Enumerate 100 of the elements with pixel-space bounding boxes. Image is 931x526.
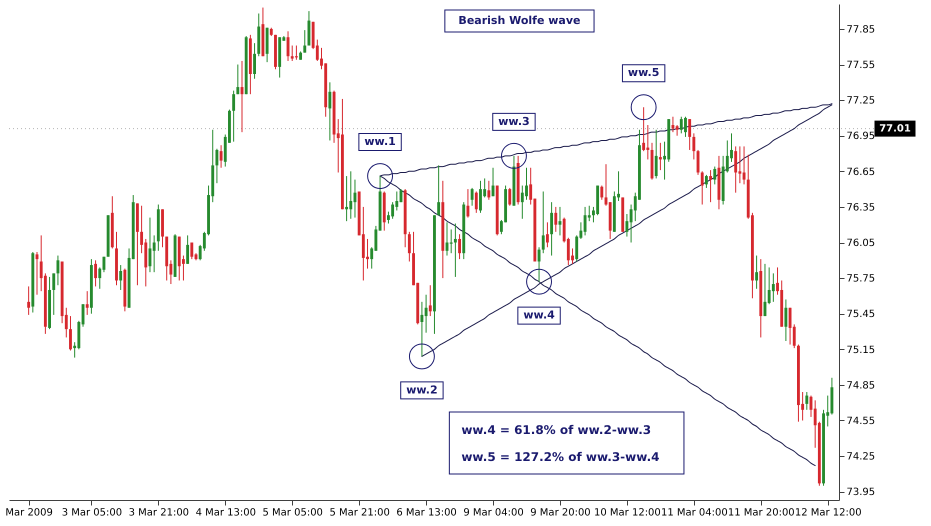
candlestick (520, 185, 524, 220)
candlestick (236, 64, 240, 95)
candlestick (704, 174, 708, 188)
candlestick (446, 222, 448, 256)
candlestick (734, 146, 738, 194)
candlestick (152, 234, 156, 273)
candlestick (220, 144, 223, 168)
y-tick-label: 76.95 (846, 131, 876, 142)
y-tick-label: 75.15 (846, 344, 876, 356)
candlestick (692, 132, 696, 160)
x-tick-label: 3 Mar 05:00 (62, 508, 122, 518)
candlestick (784, 298, 788, 342)
y-tick-label: 75.45 (846, 309, 876, 320)
candlestick (454, 223, 457, 278)
candlestick (646, 124, 650, 160)
data-label: ww.3 (498, 114, 530, 128)
candlestick (294, 45, 298, 60)
x-tick-label: 11 Mar 04:00 (660, 508, 728, 518)
x-tick-label: 5 Mar 05:00 (262, 508, 323, 518)
candlestick (492, 167, 494, 197)
x-tick-label: 9 Mar 20:00 (530, 508, 591, 518)
candlestick (420, 301, 424, 357)
y-tick-label: 74.55 (846, 416, 876, 427)
candlestick (676, 124, 679, 136)
candlestick (345, 176, 348, 222)
x-tick-label: 3 Mar 21:00 (128, 508, 190, 518)
candlestick (558, 206, 562, 236)
candlestick (525, 167, 528, 200)
candlestick (764, 263, 766, 317)
x-tick-label: 11 Mar 20:00 (728, 508, 795, 518)
candlestick (487, 180, 490, 200)
candlestick (584, 206, 587, 236)
y-tick-label: 77.25 (846, 96, 876, 107)
candlestick (688, 118, 692, 150)
point (367, 163, 394, 189)
candlestick (354, 179, 356, 218)
data-label: ww.1 (364, 135, 396, 148)
candlestick (538, 246, 540, 282)
candlestick (400, 188, 402, 203)
x-tick-label: 9 Mar 04:00 (463, 508, 524, 518)
x-tick-label: 4 Mar 13:00 (196, 508, 256, 518)
data-label: ww.4 (523, 308, 556, 322)
candlestick (788, 307, 792, 346)
candlestick (458, 234, 461, 260)
y-tick-label: 74.25 (846, 452, 876, 463)
point (526, 268, 552, 295)
candlestick (366, 238, 369, 270)
candlestick (772, 272, 775, 302)
candlestick (696, 149, 700, 176)
data-label: ww.2 (406, 383, 438, 396)
candlestick (437, 164, 440, 216)
candlestick (286, 30, 290, 62)
candlestick (86, 290, 89, 316)
candlestick (546, 222, 549, 248)
candlestick (27, 286, 30, 316)
candlestick (148, 217, 152, 273)
annotation: ww.4 = 61.8% of ww.2-ww.3 (461, 423, 652, 437)
candlestick (550, 202, 554, 256)
candlestick (408, 231, 411, 262)
candlestick (240, 60, 244, 133)
candlestick (742, 146, 746, 185)
x-tick-label: 6 Mar 13:00 (396, 508, 457, 518)
candlestick (253, 42, 256, 80)
text: Bearish Wolfe wave (458, 14, 580, 27)
candlestick (642, 106, 646, 152)
candlestick (391, 202, 394, 220)
y-tick-label: 76.35 (846, 202, 876, 214)
candlestick (479, 180, 482, 214)
x-tick-label: 5 Mar 21:00 (329, 508, 390, 518)
y-tick-label: 76.65 (846, 166, 876, 178)
candlestick (232, 90, 236, 142)
y-tick-label: 77.85 (846, 24, 876, 36)
candlestick (215, 148, 218, 184)
candlestick (684, 116, 687, 138)
y-tick-label: 73.95 (846, 487, 876, 498)
candlestick (424, 294, 428, 334)
candlestick (119, 264, 122, 290)
point (501, 142, 527, 169)
candlestick (466, 188, 470, 218)
candlestick (69, 316, 72, 351)
candlestick (625, 214, 628, 238)
ref-line-label: 77.01 (879, 124, 911, 135)
x-tick-label: 12 Mar 12:00 (794, 508, 862, 518)
data-label: ww.5 (628, 66, 660, 80)
x-tick-label: 10 Mar 12:00 (594, 508, 661, 518)
y-tick-label: 76.05 (846, 238, 876, 250)
y-tick-label: 77.55 (846, 60, 876, 72)
candlestick (36, 252, 38, 296)
candlestick (709, 170, 712, 203)
candlestick (328, 82, 332, 141)
candlestick (470, 187, 474, 206)
candlestick (94, 260, 98, 287)
candlestick (671, 116, 674, 133)
y-tick-label: 75.75 (846, 274, 876, 285)
candlestick (56, 255, 60, 286)
y-tick-label: 74.85 (846, 380, 876, 392)
candlestick (755, 255, 758, 290)
point (408, 343, 435, 370)
annotation: ww.5 = 127.2% of ww.3-ww.4 (461, 450, 660, 464)
point (630, 94, 657, 120)
